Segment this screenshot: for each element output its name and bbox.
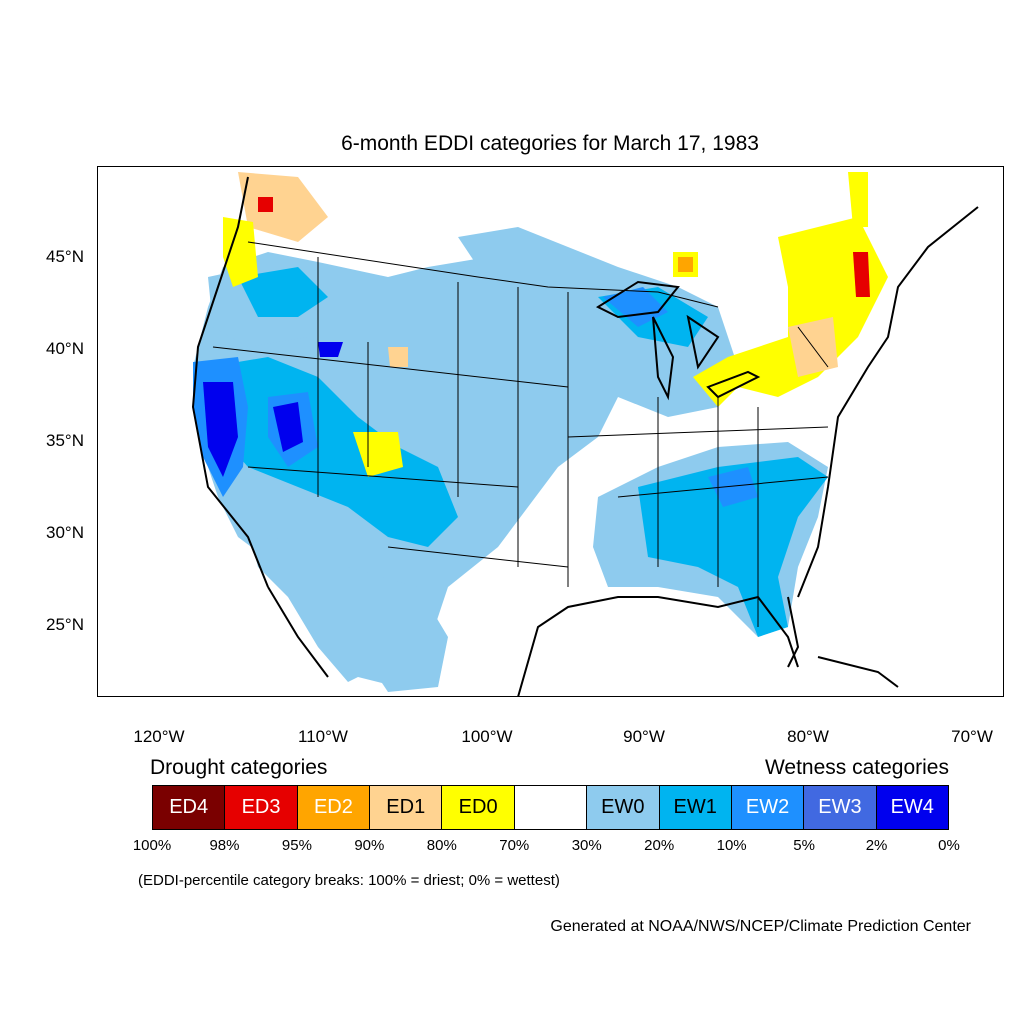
break-label: 70% [499, 837, 530, 854]
break-label: 100% [132, 837, 172, 854]
lon-label-120: 120°W [133, 727, 185, 746]
lon-label-90: 90°W [623, 727, 665, 746]
lon-label-110: 110°W [298, 727, 348, 746]
lake-superior [595, 280, 680, 319]
break-label: 80% [426, 837, 457, 854]
legend-swatch-ew4: EW4 [876, 786, 948, 829]
ew4-idaho [318, 342, 343, 357]
ew1-southeast [638, 457, 828, 637]
ed1-wyoming [388, 347, 408, 367]
break-label: 20% [644, 837, 675, 854]
legend-swatch-ed0: ED0 [442, 786, 515, 829]
break-label: 30% [571, 837, 602, 854]
ed0-colorado [353, 432, 403, 477]
credit-line: Generated at NOAA/NWS/NCEP/Climate Predi… [550, 918, 971, 935]
map-canvas [191, 172, 979, 696]
ed0-washington-coast [223, 217, 258, 287]
legend-swatch-ew0: EW0 [587, 786, 660, 829]
break-label: 2% [865, 837, 888, 854]
eddi-map [97, 166, 1004, 697]
ew4-sierra [203, 382, 238, 477]
legend-swatch-ed2: ED2 [297, 786, 371, 829]
break-label: 98% [209, 837, 240, 854]
ew0-baja [248, 527, 378, 682]
atlantic-coast [797, 206, 979, 598]
ed3-washington [258, 197, 273, 212]
lat-label-45: 45°N [46, 247, 84, 266]
pacific-coast [191, 176, 269, 588]
break-label: 5% [793, 837, 815, 854]
ew4-great-basin [273, 402, 303, 452]
ed0-new-england [693, 217, 888, 407]
cuba [817, 656, 899, 688]
category-legend: ED4 ED3 ED2 ED1 ED0 EW0 EW1 EW2 EW3 EW4 [152, 785, 949, 830]
drought-heading: Drought categories [150, 756, 328, 779]
ed2-wisconsin [678, 257, 693, 272]
lat-label-35: 35°N [46, 431, 84, 450]
coastlines [191, 176, 979, 696]
lon-label-80: 80°W [787, 727, 829, 746]
lake-huron [686, 314, 720, 370]
baja-coast [267, 586, 329, 678]
lat-label-25: 25°N [46, 615, 84, 634]
break-note: (EDDI-percentile category breaks: 100% =… [138, 872, 560, 889]
ew2-appalachia [708, 467, 758, 507]
legend-swatch-ed1: ED1 [370, 786, 443, 829]
gulf-coast [517, 595, 799, 696]
legend-swatch-ew1: EW1 [659, 786, 732, 829]
lat-label-30: 30°N [46, 523, 84, 542]
legend-swatch-ed4: ED4 [153, 786, 226, 829]
state-borders [212, 241, 829, 627]
wetness-heading: Wetness categories [764, 756, 949, 779]
florida [787, 596, 800, 668]
ew0-mexico [348, 567, 448, 692]
legend-swatch-neutral [514, 786, 588, 829]
lon-label-100: 100°W [461, 727, 513, 746]
break-label: 95% [281, 837, 312, 854]
lake-erie [706, 370, 761, 399]
legend-swatch-ew3: EW3 [804, 786, 877, 829]
break-label: 90% [354, 837, 385, 854]
ed3-adirondacks [853, 252, 870, 297]
break-label: 10% [716, 837, 747, 854]
ed1-washington [238, 172, 328, 242]
break-label: 0% [938, 837, 960, 854]
ew2-superior [603, 287, 668, 327]
legend-swatch-ew2: EW2 [731, 786, 805, 829]
legend-swatch-ed3: ED3 [225, 786, 298, 829]
ew4-areas [203, 342, 343, 477]
ew0-north [458, 227, 738, 417]
ed-areas [223, 172, 888, 477]
lon-label-70: 70°W [951, 727, 993, 746]
lat-label-40: 40°N [46, 339, 84, 358]
map-title: 6-month EDDI categories for March 17, 19… [341, 132, 759, 155]
ed0-quebec [848, 172, 868, 227]
ew1-northwest [238, 267, 328, 317]
lake-michigan [652, 316, 675, 401]
